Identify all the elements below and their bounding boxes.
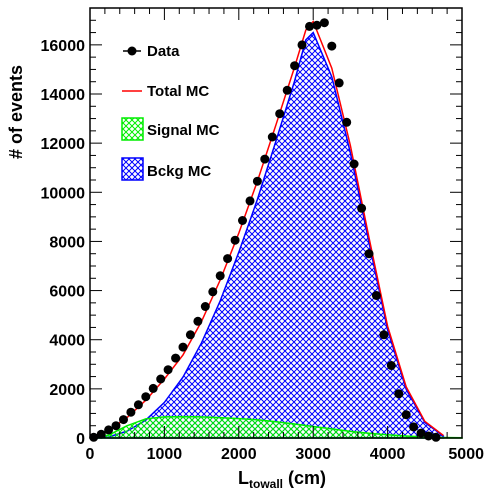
data-point [252, 176, 262, 186]
background-mc-layer [89, 31, 445, 439]
series-total-mc [89, 20, 444, 439]
data-point [297, 40, 307, 50]
y-tick-label: 0 [76, 431, 85, 448]
y-axis-title: # of events [6, 65, 26, 159]
data-point [319, 18, 329, 28]
legend-data-marker-icon [127, 46, 137, 56]
data-point [104, 425, 114, 435]
x-tick-label: 4000 [370, 446, 406, 463]
data-point [386, 361, 396, 370]
x-tick-label: 3000 [295, 446, 331, 463]
data-point [133, 400, 143, 410]
data-point [305, 21, 314, 31]
data-point [245, 196, 255, 206]
data-point [409, 422, 419, 432]
data-point [148, 383, 158, 393]
data-point [96, 429, 106, 439]
data-point [126, 407, 136, 417]
x-axis-title: Ltowall (cm) [238, 468, 326, 491]
data-point [349, 159, 359, 169]
y-tick-label: 10000 [41, 185, 86, 202]
data-point [215, 271, 225, 281]
legend-item-data: Data [123, 43, 180, 60]
data-point [238, 216, 247, 225]
y-tick-label: 12000 [41, 136, 86, 153]
legend-data-label: Data [147, 43, 180, 60]
y-tick-label: 16000 [41, 38, 86, 55]
legend-item-bckg-mc: Bckg MC [121, 157, 211, 181]
data-point [111, 421, 121, 431]
data-point [342, 117, 352, 127]
x-tick-label: 5000 [448, 446, 484, 463]
legend-item-signal-mc: Signal MC [121, 117, 220, 141]
data-point [282, 85, 292, 95]
data-point [334, 78, 344, 88]
plot-frame [89, 7, 463, 439]
legend-bckg-mc-swatch [121, 157, 144, 181]
legend-signal-mc-swatch [121, 117, 144, 141]
legend: Data Total MC Signal MC Bckg MC [121, 43, 220, 181]
data-point [312, 20, 322, 30]
data-point [394, 389, 404, 399]
series-bckg-mc [89, 31, 445, 439]
data-point [119, 415, 128, 425]
data-point [156, 374, 166, 384]
x-axis-title-unit: (cm) [283, 468, 326, 488]
data-point [379, 330, 389, 340]
data-point [230, 235, 240, 245]
data-point [401, 410, 411, 420]
legend-total-mc-label: Total MC [147, 83, 209, 100]
y-tick-labels: 0 2000 4000 6000 8000 10000 12000 14000 16000 [41, 38, 86, 448]
data-point [208, 287, 218, 297]
data-point [290, 61, 300, 71]
data-points-layer [89, 18, 441, 442]
y-tick-label: 14000 [41, 87, 86, 104]
legend-bckg-mc-label: Bckg MC [147, 163, 211, 180]
data-point [327, 41, 337, 51]
x-axis-title-subscript: towall [249, 477, 283, 491]
x-tick-labels: 0 1000 2000 3000 4000 5000 [86, 446, 485, 463]
data-point [223, 254, 233, 264]
y-tick-label: 8000 [49, 234, 85, 251]
data-point [178, 342, 188, 352]
x-axis-title-main: L [238, 468, 249, 488]
x-tick-label: 0 [86, 446, 95, 463]
data-point [275, 109, 285, 119]
data-point [185, 330, 195, 340]
legend-signal-mc-label: Signal MC [147, 122, 220, 139]
data-point [357, 203, 367, 213]
data-point [260, 154, 270, 164]
data-point [171, 353, 181, 363]
x-tick-label: 2000 [221, 446, 257, 463]
data-point [193, 316, 203, 326]
x-tick-label: 1000 [147, 446, 183, 463]
y-tick-label: 4000 [49, 333, 85, 350]
data-point [267, 132, 277, 142]
data-point [141, 392, 151, 402]
data-point [424, 431, 433, 441]
data-point [364, 249, 374, 259]
total-mc-layer [89, 20, 444, 439]
axis-ticks [89, 7, 463, 439]
y-tick-label: 2000 [49, 382, 85, 399]
data-point [163, 365, 173, 375]
data-point [371, 291, 381, 300]
legend-item-total-mc: Total MC [122, 83, 209, 100]
data-point [416, 428, 426, 438]
data-point [200, 302, 210, 311]
y-tick-label: 6000 [49, 284, 85, 301]
